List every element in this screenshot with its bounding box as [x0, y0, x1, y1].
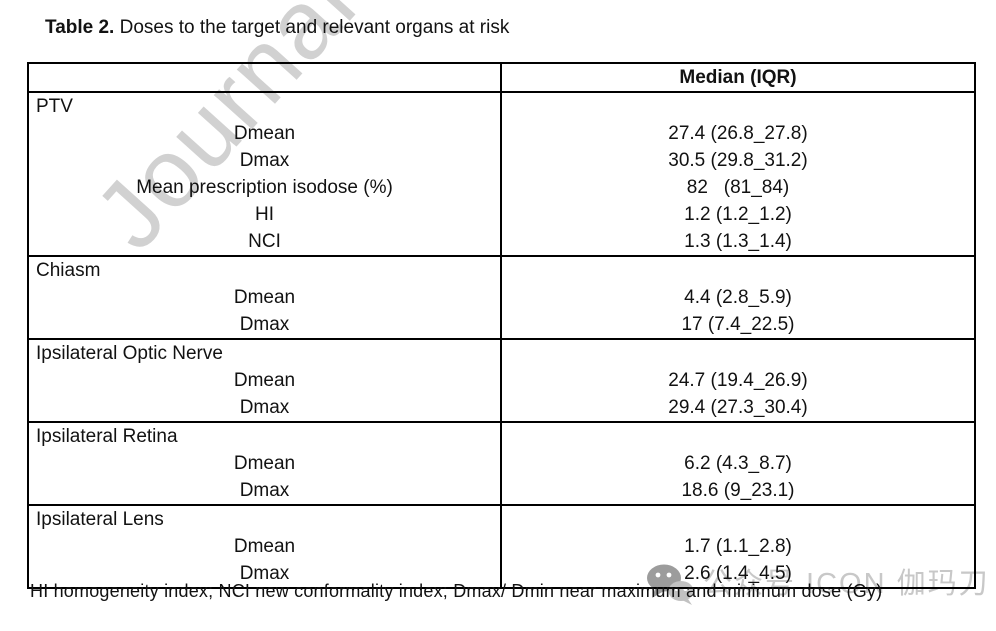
row-label: Dmean — [233, 287, 296, 308]
header-value-cell: Median (IQR) — [500, 64, 974, 91]
row-label: NCI — [248, 231, 281, 252]
section-name: Chiasm — [36, 260, 101, 281]
row-value: 4.4 (2.8_5.9) — [684, 287, 792, 308]
row-label: Mean prescription isodose (%) — [136, 177, 393, 198]
row-value: 27.4 (26.8_27.8) — [668, 123, 808, 144]
row-value: 17 (7.4_22.5) — [681, 314, 795, 335]
row-label: Dmean — [233, 123, 296, 144]
row-label: Dmean — [233, 370, 296, 391]
table-caption-text: Doses to the target and relevant organs … — [114, 17, 510, 38]
section-name: Ipsilateral Retina — [36, 426, 178, 447]
doses-table: Median (IQR) PTV Dmean Dmax Mean prescri… — [27, 62, 976, 589]
median-iqr-header: Median (IQR) — [679, 67, 797, 88]
row-value: 1.2 (1.2_1.2) — [684, 204, 792, 225]
row-value: 18.6 (9_23.1) — [681, 480, 795, 501]
row-label: Dmax — [239, 150, 290, 171]
row-value: 1.3 (1.3_1.4) — [684, 231, 792, 252]
table-caption: Table 2. Doses to the target and relevan… — [45, 17, 509, 39]
table-section-ptv: PTV Dmean Dmax Mean prescription isodose… — [29, 91, 974, 255]
row-label: Dmax — [239, 480, 290, 501]
row-value: 24.7 (19.4_26.9) — [668, 370, 808, 391]
row-label: Dmean — [233, 536, 296, 557]
section-name: Ipsilateral Optic Nerve — [36, 343, 223, 364]
table-section-optic-nerve: Ipsilateral Optic Nerve Dmean Dmax 24.7 … — [29, 338, 974, 421]
row-label: Dmax — [239, 563, 290, 584]
section-name: PTV — [36, 96, 73, 117]
row-value: 1.7 (1.1_2.8) — [684, 536, 792, 557]
table-header-row: Median (IQR) — [29, 64, 974, 91]
header-empty-cell — [29, 64, 500, 91]
row-label: Dmean — [233, 453, 296, 474]
row-value: 30.5 (29.8_31.2) — [668, 150, 808, 171]
table-section-lens: Ipsilateral Lens Dmean Dmax 1.7 (1.1_2.8… — [29, 504, 974, 587]
section-name: Ipsilateral Lens — [36, 509, 164, 530]
wechat-icon — [647, 564, 694, 605]
row-value: 2.6 (1.4_4.5) — [684, 563, 792, 584]
table-caption-number: Table 2. — [45, 17, 115, 38]
table-section-retina: Ipsilateral Retina Dmean Dmax 6.2 (4.3_8… — [29, 421, 974, 504]
row-value: 29.4 (27.3_30.4) — [668, 397, 808, 418]
row-label: Dmax — [239, 397, 290, 418]
wechat-watermark-label: 公众号 ICON 伽玛刀 — [703, 567, 990, 600]
row-label: HI — [255, 204, 274, 225]
wechat-watermark: 公众号 ICON 伽玛刀 — [645, 563, 990, 605]
table-footnote: HI homogeneity index; NCI new conformali… — [30, 581, 883, 601]
table-section-chiasm: Chiasm Dmean Dmax 4.4 (2.8_5.9) 17 (7.4_… — [29, 255, 974, 338]
row-value: 82 (81_84) — [686, 177, 790, 198]
row-label: Dmax — [239, 314, 290, 335]
row-value: 6.2 (4.3_8.7) — [684, 453, 792, 474]
